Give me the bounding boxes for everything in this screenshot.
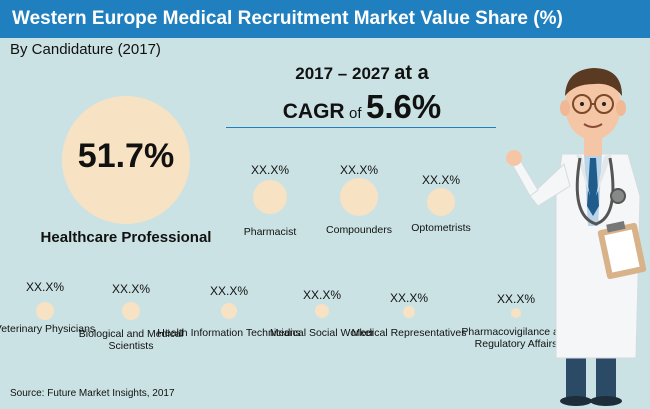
cagr-rate-line: CAGR of 5.6% bbox=[242, 88, 482, 126]
category-label: Pharmacovigilance and Regulatory Affairs bbox=[461, 326, 571, 350]
category-bubble bbox=[36, 302, 54, 320]
category-bubble bbox=[221, 303, 237, 319]
cagr-of: of bbox=[349, 105, 362, 122]
chart-title: Western Europe Medical Recruitment Marke… bbox=[12, 8, 563, 29]
highlight-bubble bbox=[62, 96, 190, 224]
category-label: Medical Representatives bbox=[351, 327, 467, 339]
title-bar bbox=[0, 0, 650, 38]
category-label: Medical Social Worker bbox=[269, 327, 375, 339]
category-bubble bbox=[122, 302, 140, 320]
category-label: Health Information Technicians bbox=[157, 327, 301, 339]
cagr-rate: 5.6% bbox=[366, 88, 442, 125]
category-value: XX.X% bbox=[111, 282, 150, 296]
category-bubble bbox=[403, 306, 415, 318]
doctor-illustration bbox=[506, 68, 647, 406]
category-value: XX.X% bbox=[250, 163, 289, 177]
category-label: Veterinary Physicians bbox=[0, 323, 96, 335]
category-value: XX.X% bbox=[421, 173, 460, 187]
category-bubble bbox=[315, 304, 329, 318]
category-value: XX.X% bbox=[209, 284, 248, 298]
category-value: XX.X% bbox=[25, 280, 64, 294]
category-bubble bbox=[340, 178, 378, 216]
cagr-period: 2017 – 2027 at a bbox=[242, 62, 482, 85]
source-note: Source: Future Market Insights, 2017 bbox=[10, 388, 175, 399]
category-value: XX.X% bbox=[339, 163, 378, 177]
category-bubble bbox=[253, 180, 287, 214]
category-value: XX.X% bbox=[389, 291, 428, 305]
cagr-divider bbox=[226, 127, 496, 128]
category-value: XX.X% bbox=[496, 292, 535, 306]
cagr-at-a: at a bbox=[394, 62, 429, 84]
category-label: Optometrists bbox=[411, 222, 471, 234]
category-value: XX.X% bbox=[302, 288, 341, 302]
cagr-label: CAGR bbox=[282, 100, 345, 123]
category-label: Compounders bbox=[326, 224, 392, 236]
highlight-value: 51.7% bbox=[77, 137, 175, 175]
category-label: Biological and Medical Scientists bbox=[78, 328, 184, 352]
category-label: Pharmacist bbox=[243, 226, 297, 238]
chart-subtitle: By Candidature (2017) bbox=[10, 41, 161, 58]
highlight-label: Healthcare Professional bbox=[40, 229, 212, 246]
category-bubble bbox=[427, 188, 455, 216]
category-bubble bbox=[511, 308, 521, 318]
cagr-years: 2017 – 2027 bbox=[295, 64, 390, 83]
